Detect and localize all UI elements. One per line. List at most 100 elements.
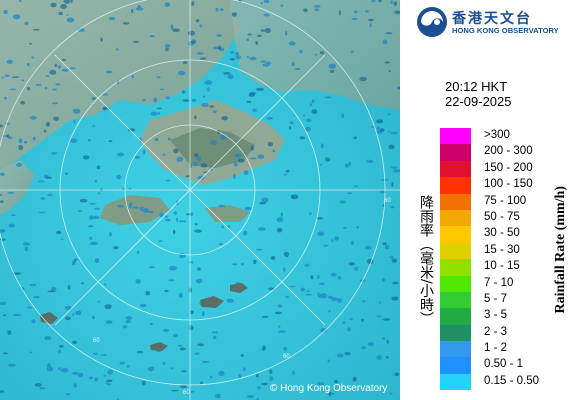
rain-echo	[289, 121, 294, 124]
rain-echo	[131, 74, 134, 79]
rain-echo	[197, 175, 205, 180]
rain-echo	[102, 93, 109, 96]
rain-echo	[44, 176, 53, 179]
rain-echo	[0, 194, 3, 196]
rain-echo	[316, 217, 324, 220]
rain-echo	[212, 110, 217, 113]
rain-echo	[12, 14, 21, 20]
rain-echo	[135, 7, 144, 11]
rain-echo	[318, 282, 325, 285]
rain-echo	[212, 335, 217, 340]
rain-echo	[0, 200, 4, 203]
rain-echo	[306, 290, 310, 293]
rain-echo	[354, 266, 359, 271]
rain-echo	[384, 61, 391, 64]
rain-echo	[50, 2, 57, 8]
rain-echo	[314, 4, 321, 8]
rain-echo	[328, 391, 331, 397]
rain-echo	[156, 107, 162, 110]
rain-echo	[280, 212, 284, 217]
rain-echo	[309, 212, 312, 215]
rain-echo	[376, 119, 384, 124]
rain-echo	[249, 56, 257, 61]
rain-echo	[330, 69, 335, 73]
rain-echo	[87, 225, 94, 228]
rain-echo	[209, 375, 213, 379]
rain-echo	[229, 58, 235, 61]
rain-echo	[343, 226, 347, 229]
rain-echo	[264, 27, 271, 34]
rain-echo	[261, 382, 268, 386]
rain-echo	[210, 140, 218, 146]
rain-echo	[233, 162, 238, 167]
rain-echo	[353, 185, 358, 188]
rain-echo	[359, 76, 367, 82]
rain-echo	[368, 18, 374, 22]
rain-echo	[107, 369, 114, 375]
rain-echo	[0, 229, 6, 233]
rain-echo	[47, 363, 51, 368]
rain-echo	[32, 136, 36, 141]
legend-row: 100 - 150	[440, 177, 577, 194]
rain-echo	[67, 284, 71, 290]
rain-echo	[269, 376, 273, 381]
lantau-island	[100, 195, 170, 225]
rain-echo	[278, 330, 286, 333]
rain-echo	[351, 50, 354, 53]
rain-echo	[318, 294, 323, 298]
legend-row: 200 - 300	[440, 144, 577, 161]
rain-echo	[324, 96, 332, 99]
rain-echo	[10, 214, 17, 217]
legend-row: 10 - 15	[440, 259, 577, 276]
rain-echo	[92, 315, 95, 320]
rain-echo	[189, 310, 194, 315]
rain-echo	[3, 9, 8, 15]
rain-echo	[317, 382, 325, 386]
rain-echo	[248, 92, 256, 97]
rain-echo	[141, 380, 146, 386]
rain-echo	[87, 138, 91, 142]
rain-echo	[194, 223, 198, 226]
legend-swatch	[440, 259, 471, 276]
rain-echo	[94, 377, 98, 382]
rain-echo	[243, 230, 248, 236]
rain-echo	[0, 124, 4, 128]
rain-echo	[384, 244, 390, 250]
rain-echo	[356, 226, 360, 229]
rain-echo	[246, 55, 249, 59]
rain-echo	[386, 339, 389, 345]
rain-echo	[235, 55, 242, 60]
rain-echo	[218, 243, 223, 246]
legend-range-label: >300	[484, 129, 510, 141]
rain-echo	[285, 169, 290, 173]
rain-echo	[173, 211, 177, 215]
rain-echo	[199, 57, 207, 60]
rain-echo	[347, 192, 353, 195]
rain-echo	[382, 318, 391, 321]
rain-echo	[378, 301, 382, 304]
rain-echo	[89, 215, 94, 220]
rain-echo	[215, 7, 219, 12]
rain-echo	[93, 352, 98, 355]
rain-echo	[219, 8, 224, 12]
rain-echo	[104, 283, 107, 286]
rain-echo	[63, 0, 71, 4]
rain-echo	[26, 306, 33, 309]
rain-echo	[207, 87, 210, 92]
rain-echo	[328, 309, 331, 313]
rain-echo	[376, 315, 382, 318]
rain-echo	[1, 76, 4, 79]
rain-echo	[382, 242, 387, 246]
rain-echo	[193, 161, 198, 167]
legend-row: 7 - 10	[440, 275, 577, 292]
rain-echo	[328, 63, 337, 69]
rain-echo	[115, 48, 119, 51]
rain-echo	[43, 129, 47, 133]
rain-echo	[52, 88, 57, 91]
rain-echo	[366, 159, 374, 163]
rain-echo	[44, 86, 48, 90]
rain-echo	[255, 40, 259, 45]
rain-echo	[79, 198, 88, 203]
rain-echo	[246, 38, 250, 42]
rain-echo	[276, 227, 283, 233]
